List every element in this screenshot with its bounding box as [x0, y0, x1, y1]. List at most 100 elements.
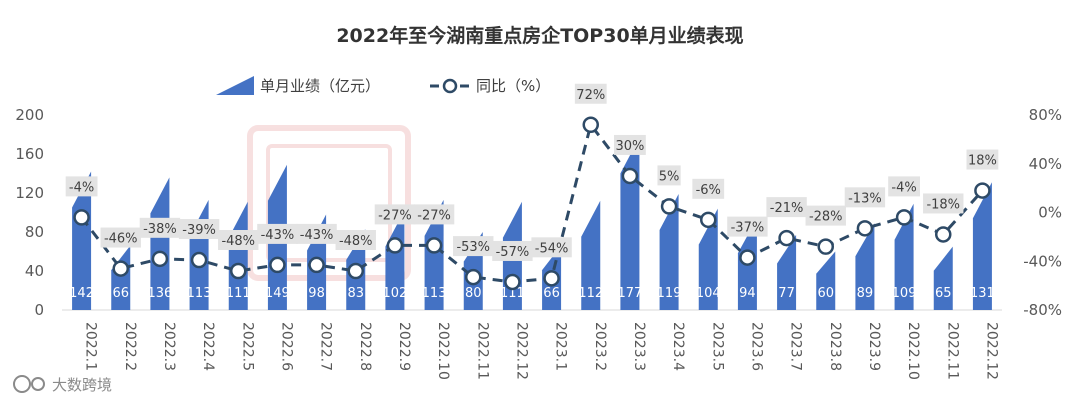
yoy-label-bg	[218, 230, 259, 250]
y-left-tick-label: 120	[15, 184, 44, 202]
x-tick-label: 2023.4	[670, 322, 686, 371]
yoy-label-bg	[453, 236, 494, 257]
bar	[659, 193, 679, 310]
x-tick-label: 2022.11	[944, 322, 960, 380]
bar-value-label: 104	[696, 286, 721, 301]
watermark-text: 大数跨境	[52, 376, 112, 394]
yoy-point	[190, 251, 208, 269]
yoy-label-bg	[966, 149, 999, 170]
legend-label-line: 同比（%）	[476, 77, 550, 95]
bar-value-label: 77	[778, 286, 795, 301]
yoy-value-label: -4%	[69, 180, 94, 195]
yoy-point	[73, 209, 90, 226]
legend-bar-swatch	[216, 76, 254, 95]
y-left-tick-label: 200	[15, 106, 44, 124]
x-axis-ticks: 2022.1 2022.2 2022.3 2022.4 2022.5 2022.6 2022…	[83, 322, 1000, 380]
y-left-tick-label: 40	[25, 262, 44, 280]
yoy-value-label: -46%	[104, 232, 138, 247]
y-left-tick-label: 80	[25, 223, 44, 241]
yoy-label-bg	[257, 223, 298, 244]
bar	[228, 201, 248, 310]
x-tick-label: 2022.10	[435, 322, 451, 380]
bar	[111, 245, 131, 310]
yoy-value-label: 5%	[659, 169, 680, 184]
bar	[933, 246, 953, 310]
x-tick-label: 2023.9	[866, 322, 882, 371]
yoy-point	[230, 262, 247, 280]
x-tick-label: 2022.6	[278, 322, 294, 371]
yoy-point	[974, 182, 991, 199]
yoy-point	[817, 238, 834, 255]
yoy-value-label: 30%	[615, 139, 644, 154]
yoy-point	[935, 226, 952, 243]
yoy-value-label: -57%	[496, 245, 530, 260]
x-tick-label: 2022.2	[122, 322, 138, 371]
y-left-tick-label: 160	[15, 145, 44, 163]
yoy-value-label: -48%	[221, 234, 255, 249]
yoy-value-label: -48%	[339, 234, 373, 249]
yoy-label-bg	[766, 197, 807, 218]
yoy-point	[151, 250, 169, 268]
bar	[816, 251, 836, 310]
yoy-label-bg	[692, 178, 725, 199]
yoy-label-bg	[296, 223, 337, 244]
chart-title: 2022年至今湖南重点房企TOP30单月业绩表现	[336, 24, 743, 47]
yoy-value-label: -38%	[143, 222, 177, 237]
yoy-label-bg	[178, 219, 220, 240]
yoy-line-series: -4% -46% -38% -39% -48% -43% -43% -48% -27% -27% -…	[65, 83, 999, 291]
yoy-label-bg	[531, 237, 572, 258]
y-axis-left: 0 40 80 120 160 200	[15, 106, 44, 319]
yoy-value-label: -21%	[770, 201, 804, 216]
y-left-tick-label: 0	[34, 301, 44, 319]
y-axis-right: -80% -40% 0% 40% 80%	[1023, 106, 1062, 319]
yoy-value-label: -27%	[378, 208, 412, 223]
y-right-tick-label: 0%	[1038, 204, 1062, 222]
x-tick-label: 2023.8	[827, 322, 843, 371]
x-tick-label: 2023.7	[788, 322, 804, 371]
yoy-value-label: -4%	[891, 180, 916, 195]
yoy-point	[269, 256, 286, 274]
x-tick-label: 2022.12	[983, 322, 999, 380]
bar-value-label: 66	[112, 286, 129, 301]
x-tick-label: 2022.5	[239, 322, 255, 371]
x-tick-label: 2023.3	[631, 322, 647, 371]
watermark-brand: 大数跨境	[13, 375, 112, 394]
bar-value-label: 89	[857, 286, 874, 301]
y-right-tick-label: 40%	[1029, 155, 1062, 173]
yoy-point	[347, 262, 364, 280]
yoy-point	[543, 270, 560, 287]
bar-value-label: 119	[657, 286, 682, 301]
yoy-value-label: -39%	[182, 223, 216, 238]
x-tick-label: 2023.5	[709, 322, 725, 371]
y-right-tick-label: -40%	[1023, 252, 1062, 270]
x-tick-label: 2022.4	[200, 322, 216, 371]
yoy-value-label: -53%	[456, 240, 490, 255]
bar-value-label: 112	[578, 286, 603, 301]
bar-value-label: 83	[347, 286, 364, 301]
bar-value-label: 65	[935, 286, 952, 301]
yoy-label-bg	[492, 240, 533, 261]
yoy-label-bg	[139, 217, 181, 238]
bar-value-labels: 142 66 136 113 111 149 98 83 102 113 80 111 66 112 177…	[69, 286, 995, 301]
yoy-value-label: -28%	[809, 210, 843, 225]
bar-value-label: 102	[383, 286, 408, 301]
bar	[385, 210, 405, 310]
bar-value-label: 66	[543, 286, 560, 301]
bar	[972, 182, 992, 310]
yoy-value-label: -43%	[261, 228, 295, 243]
bar	[894, 203, 914, 310]
bar-value-label: 94	[739, 286, 756, 301]
yoy-value-label: -43%	[300, 228, 334, 243]
x-tick-label: 2022.3	[161, 322, 177, 371]
bar-value-label: 113	[187, 286, 212, 301]
bar-value-label: 60	[817, 286, 834, 301]
x-tick-label: 2022.10	[905, 322, 921, 380]
bar-value-label: 98	[308, 286, 325, 301]
bar-value-label: 131	[970, 286, 995, 301]
yoy-label-bg	[888, 176, 920, 197]
x-tick-label: 2023.2	[592, 322, 608, 371]
yoy-point	[465, 268, 482, 286]
yoy-label-bg	[805, 205, 846, 226]
yoy-value-label: -18%	[926, 197, 960, 212]
